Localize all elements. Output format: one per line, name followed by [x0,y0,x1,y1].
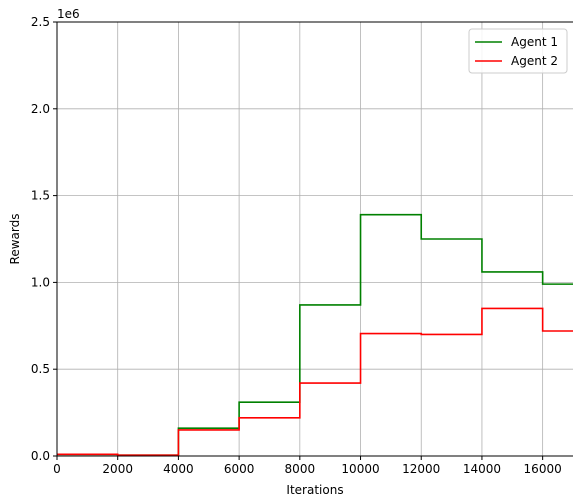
legend: Agent 1 Agent 2 [468,28,568,74]
tick-labels: 0 2000 4000 6000 8000 10000 12000 14000 16000 0.0… [31,15,562,476]
y-tick-label: 2.0 [31,102,50,116]
y-tick-label: 1.0 [31,275,50,289]
x-tick-label: 6000 [224,462,255,476]
x-axis-label: Iterations [286,483,343,497]
x-tick-label: 0 [53,462,61,476]
legend-label-agent-1: Agent 1 [511,35,558,49]
x-tick-label: 16000 [524,462,562,476]
axes [53,21,573,460]
x-tick-label: 4000 [163,462,194,476]
x-tick-label: 8000 [285,462,316,476]
y-axis-label: Rewards [8,214,22,265]
y-tick-label: 1.5 [31,189,50,203]
series-line-agent-1 [57,213,573,456]
y-tick-label: 2.5 [31,15,50,29]
x-tick-label: 12000 [402,462,440,476]
series-line-agent-2 [57,307,573,456]
x-tick-label: 2000 [102,462,133,476]
y-offset-label: 1e6 [57,7,80,21]
y-tick-label: 0.5 [31,362,50,376]
x-tick-label: 14000 [463,462,501,476]
legend-label-agent-2: Agent 2 [511,54,558,68]
series-lines [57,213,573,456]
y-tick-label: 0.0 [31,449,50,463]
x-tick-label: 10000 [341,462,379,476]
legend-box [468,28,568,74]
grid [56,21,573,457]
